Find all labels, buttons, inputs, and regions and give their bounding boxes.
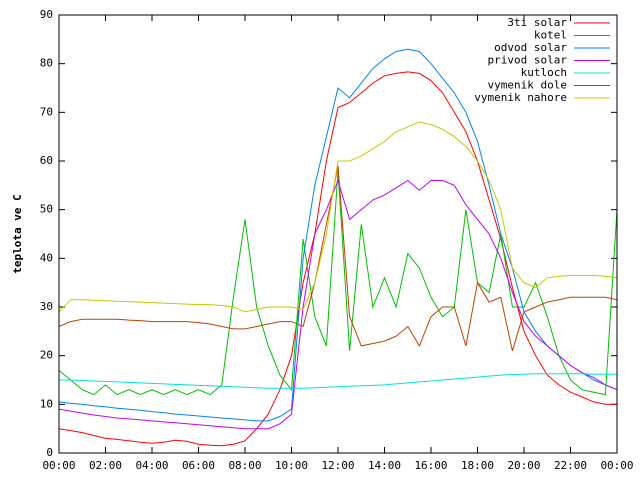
legend-label: vymenik dole [488, 79, 567, 92]
x-tick-label: 08:00 [228, 459, 261, 472]
y-tick-label: 50 [40, 203, 53, 216]
plot-border [58, 14, 618, 454]
legend-label: kutloch [521, 66, 567, 79]
y-tick-label: 80 [40, 57, 53, 70]
x-tick-label: 00:00 [600, 459, 633, 472]
legend-label: vymenik nahore [474, 91, 567, 104]
y-tick-label: 40 [40, 251, 53, 264]
legend-label: 3ti solar [507, 16, 567, 29]
x-tick-label: 00:00 [42, 459, 75, 472]
x-tick-label: 04:00 [135, 459, 168, 472]
series-line [59, 373, 617, 389]
x-tick-label: 20:00 [507, 459, 540, 472]
legend-label: odvod solar [494, 41, 567, 54]
x-tick-label: 10:00 [275, 459, 308, 472]
x-tick-label: 06:00 [182, 459, 215, 472]
legend-label: privod solar [488, 54, 568, 67]
y-tick-label: 70 [40, 105, 53, 118]
x-tick-label: 12:00 [321, 459, 354, 472]
series-line [58, 165, 618, 351]
legend-label: kotel [534, 29, 567, 42]
y-tick-label: 30 [40, 300, 53, 313]
x-tick-label: 18:00 [461, 459, 494, 472]
series-line [58, 71, 617, 447]
x-tick-label: 14:00 [368, 459, 401, 472]
y-tick-label: 90 [40, 8, 53, 21]
y-axis-label: teplota ve C [11, 194, 24, 273]
y-tick-label: 60 [40, 154, 53, 167]
x-tick-label: 16:00 [414, 459, 447, 472]
series-line [58, 178, 618, 430]
series-line [58, 121, 618, 313]
y-tick-label: 20 [40, 349, 53, 362]
x-tick-label: 22:00 [554, 459, 587, 472]
x-tick-label: 02:00 [89, 459, 122, 472]
y-tick-label: 0 [46, 446, 53, 459]
y-tick-label: 10 [40, 397, 53, 410]
